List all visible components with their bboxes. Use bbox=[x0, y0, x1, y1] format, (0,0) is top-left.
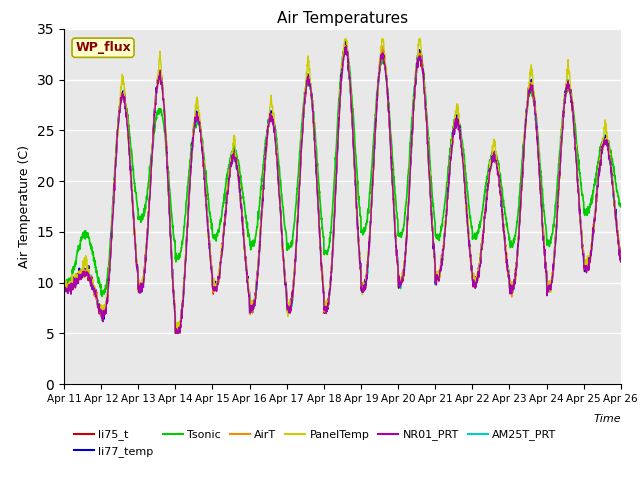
Tsonic bbox=[584, 209, 591, 215]
li77_temp bbox=[60, 280, 68, 286]
PanelTemp bbox=[340, 36, 348, 42]
AirT bbox=[216, 272, 223, 278]
li77_temp bbox=[342, 38, 349, 44]
NR01_PRT bbox=[342, 43, 350, 49]
li75_t bbox=[341, 41, 349, 47]
li77_temp bbox=[371, 129, 379, 135]
AM25T_PRT bbox=[371, 128, 379, 134]
li77_temp bbox=[505, 267, 513, 273]
Line: AirT: AirT bbox=[64, 46, 621, 333]
PanelTemp bbox=[568, 99, 576, 105]
li77_temp bbox=[216, 270, 223, 276]
NR01_PRT bbox=[216, 276, 223, 281]
li75_t bbox=[359, 289, 367, 295]
Tsonic bbox=[341, 41, 349, 47]
Text: Time: Time bbox=[593, 414, 621, 424]
PanelTemp bbox=[584, 253, 591, 259]
Tsonic bbox=[99, 293, 106, 299]
Line: AM25T_PRT: AM25T_PRT bbox=[64, 46, 621, 333]
li75_t bbox=[60, 283, 68, 288]
AirT bbox=[505, 272, 513, 278]
Tsonic bbox=[359, 232, 367, 238]
li75_t bbox=[568, 99, 576, 105]
Tsonic bbox=[216, 224, 223, 230]
Line: PanelTemp: PanelTemp bbox=[64, 39, 621, 333]
AM25T_PRT bbox=[505, 267, 513, 273]
NR01_PRT bbox=[359, 289, 367, 295]
PanelTemp bbox=[359, 286, 367, 292]
NR01_PRT bbox=[617, 258, 625, 264]
AirT bbox=[60, 283, 68, 289]
AM25T_PRT bbox=[617, 256, 625, 262]
li77_temp bbox=[172, 330, 180, 336]
AirT bbox=[359, 287, 367, 293]
AM25T_PRT bbox=[216, 273, 223, 278]
Title: Air Temperatures: Air Temperatures bbox=[277, 11, 408, 26]
NR01_PRT bbox=[505, 272, 513, 277]
li77_temp bbox=[359, 281, 367, 287]
AirT bbox=[371, 133, 379, 139]
Tsonic bbox=[505, 230, 513, 236]
AirT bbox=[342, 43, 349, 49]
li75_t bbox=[172, 330, 179, 336]
AirT bbox=[617, 259, 625, 264]
NR01_PRT bbox=[172, 330, 179, 336]
NR01_PRT bbox=[584, 266, 591, 272]
NR01_PRT bbox=[60, 284, 68, 290]
Line: Tsonic: Tsonic bbox=[64, 44, 621, 296]
Line: li75_t: li75_t bbox=[64, 44, 621, 333]
AM25T_PRT bbox=[60, 285, 68, 290]
AM25T_PRT bbox=[342, 43, 349, 49]
NR01_PRT bbox=[371, 130, 379, 136]
AM25T_PRT bbox=[568, 100, 576, 106]
AirT bbox=[172, 330, 179, 336]
NR01_PRT bbox=[568, 98, 576, 104]
AM25T_PRT bbox=[173, 330, 181, 336]
li77_temp bbox=[584, 264, 591, 270]
PanelTemp bbox=[371, 132, 379, 137]
Line: li77_temp: li77_temp bbox=[64, 41, 621, 333]
li75_t bbox=[216, 275, 223, 281]
PanelTemp bbox=[172, 330, 179, 336]
li77_temp bbox=[617, 259, 625, 265]
PanelTemp bbox=[216, 270, 223, 276]
li75_t bbox=[584, 263, 591, 269]
Tsonic bbox=[371, 118, 379, 123]
PanelTemp bbox=[505, 267, 513, 273]
Tsonic bbox=[617, 202, 625, 208]
li75_t bbox=[371, 132, 379, 138]
Y-axis label: Air Temperature (C): Air Temperature (C) bbox=[18, 145, 31, 268]
AM25T_PRT bbox=[584, 264, 591, 270]
li75_t bbox=[505, 271, 513, 276]
Tsonic bbox=[60, 277, 68, 283]
Tsonic bbox=[568, 102, 576, 108]
Line: NR01_PRT: NR01_PRT bbox=[64, 46, 621, 333]
AM25T_PRT bbox=[359, 279, 367, 285]
PanelTemp bbox=[617, 253, 625, 259]
AirT bbox=[568, 99, 576, 105]
Text: WP_flux: WP_flux bbox=[75, 41, 131, 54]
li77_temp bbox=[568, 97, 576, 103]
AirT bbox=[584, 263, 591, 268]
PanelTemp bbox=[60, 281, 68, 287]
li75_t bbox=[617, 259, 625, 264]
Legend: li75_t, li77_temp, Tsonic, AirT, PanelTemp, NR01_PRT, AM25T_PRT: li75_t, li77_temp, Tsonic, AirT, PanelTe… bbox=[70, 425, 561, 461]
